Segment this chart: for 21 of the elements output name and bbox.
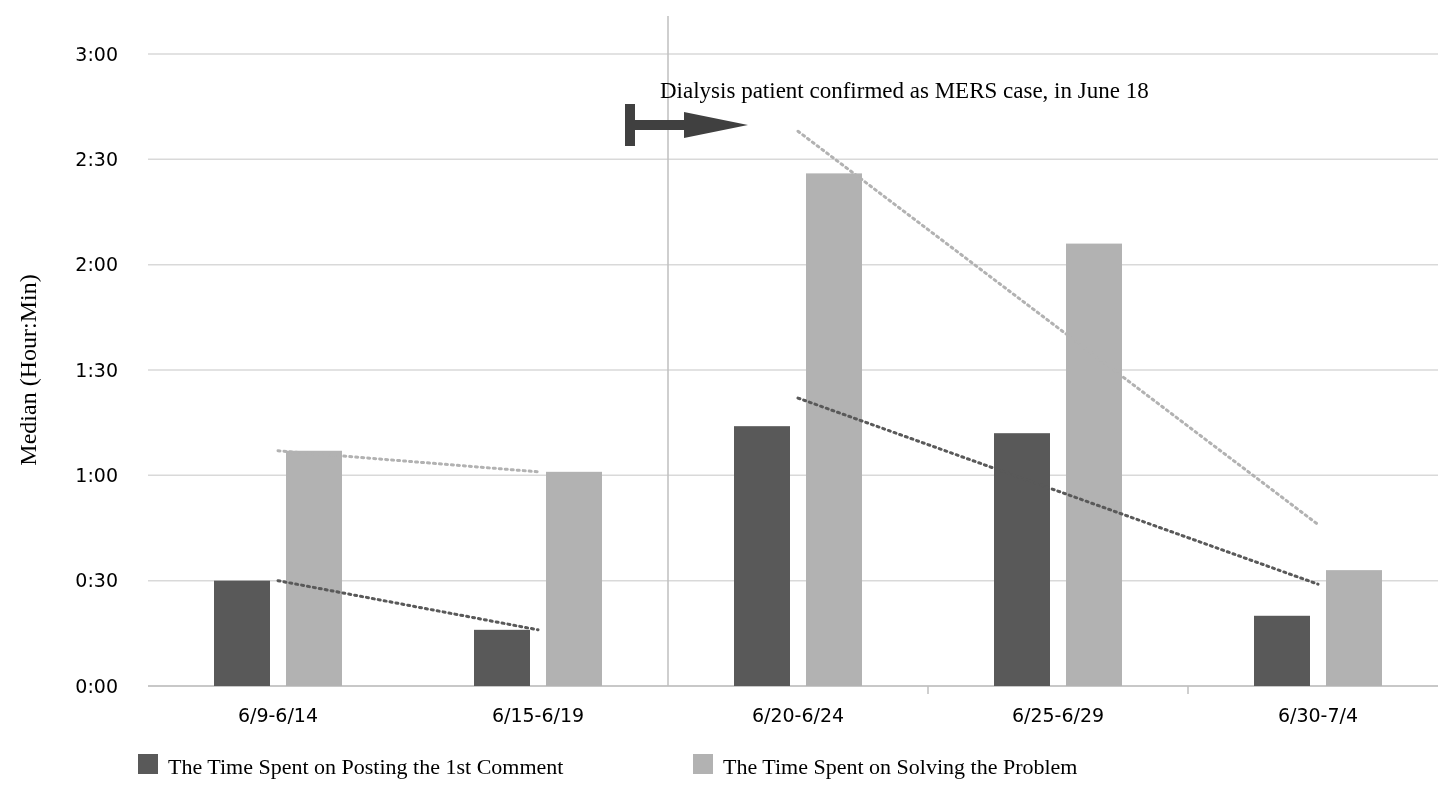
y-tick-label: 0:00: [75, 674, 118, 697]
y-tick-label: 2:30: [75, 147, 118, 170]
legend-label: The Time Spent on Posting the 1st Comment: [168, 753, 564, 779]
y-tick-label: 1:00: [75, 463, 118, 486]
x-tick-label: 6/25-6/29: [1011, 704, 1105, 726]
bar: [1326, 570, 1382, 686]
bar: [546, 471, 602, 686]
annotation: Dialysis patient confirmed as MERS case, in June 18: [660, 78, 1149, 103]
bar: [734, 426, 790, 686]
x-tick-label: 6/30-7/4: [1277, 704, 1359, 726]
y-tick-label: 1:30: [75, 358, 118, 381]
y-axis-title: Median (Hour:Min): [15, 274, 41, 466]
bar: [214, 580, 270, 686]
legend-label: The Time Spent on Solving the Problem: [723, 753, 1078, 779]
y-tick-label: 0:30: [75, 569, 118, 592]
x-tick-label: 6/20-6/24: [751, 704, 845, 726]
y-tick-label: 2:00: [75, 253, 118, 276]
bar: [1254, 615, 1310, 686]
y-tick-label: 3:00: [75, 42, 118, 65]
x-tick-label: 6/15-6/19: [491, 704, 585, 726]
x-tick-label: 6/9-6/14: [237, 704, 319, 726]
